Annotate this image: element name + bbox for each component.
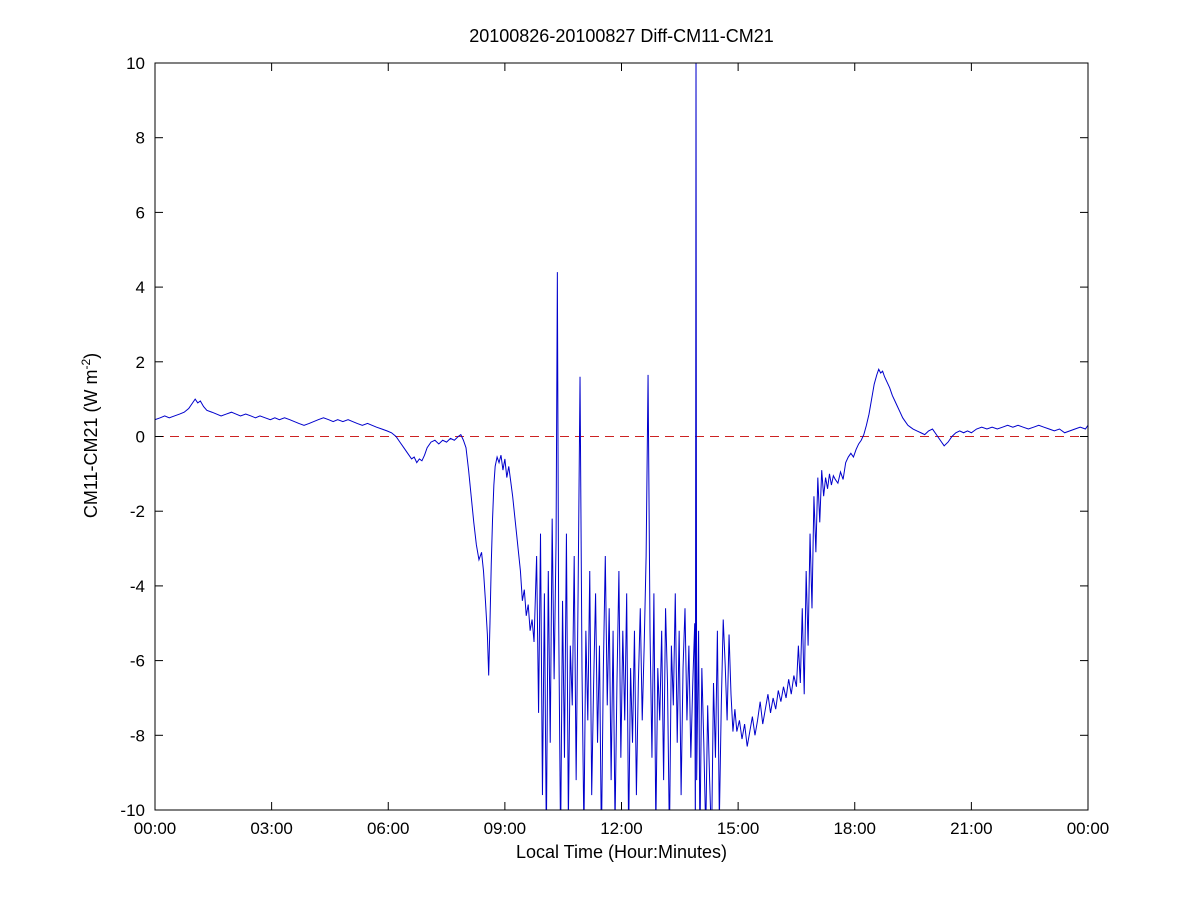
y-tick-label: -6 bbox=[130, 652, 145, 671]
y-tick-label: -10 bbox=[120, 801, 145, 820]
chart-title: 20100826-20100827 Diff-CM11-CM21 bbox=[469, 26, 774, 46]
x-tick-label: 06:00 bbox=[367, 819, 410, 838]
y-tick-label: 8 bbox=[136, 129, 145, 148]
x-tick-label: 09:00 bbox=[484, 819, 527, 838]
x-tick-label: 18:00 bbox=[833, 819, 876, 838]
data-series-line bbox=[155, 63, 1088, 810]
y-axis-label: CM11-CM21 (W m-2) bbox=[79, 62, 102, 809]
x-tick-label: 12:00 bbox=[600, 819, 643, 838]
y-axis-label-exponent: -2 bbox=[79, 358, 93, 370]
x-axis-label: Local Time (Hour:Minutes) bbox=[515, 842, 728, 862]
y-tick-label: 0 bbox=[136, 428, 145, 447]
y-axis-label-close: ) bbox=[81, 352, 101, 359]
x-tick-label: 21:00 bbox=[950, 819, 993, 838]
y-tick-label: 2 bbox=[136, 353, 145, 372]
y-tick-label: 4 bbox=[136, 278, 145, 297]
y-tick-label: 6 bbox=[136, 203, 145, 222]
x-tick-label: 00:00 bbox=[1067, 819, 1110, 838]
y-axis-label-text: CM11-CM21 (W m bbox=[81, 369, 101, 519]
x-tick-label: 15:00 bbox=[717, 819, 760, 838]
x-tick-label: 03:00 bbox=[250, 819, 293, 838]
y-tick-label: -2 bbox=[130, 502, 145, 521]
y-tick-label: -8 bbox=[130, 726, 145, 745]
y-tick-label: -4 bbox=[130, 577, 145, 596]
x-tick-label: 00:00 bbox=[134, 819, 177, 838]
y-tick-label: 10 bbox=[126, 54, 145, 73]
